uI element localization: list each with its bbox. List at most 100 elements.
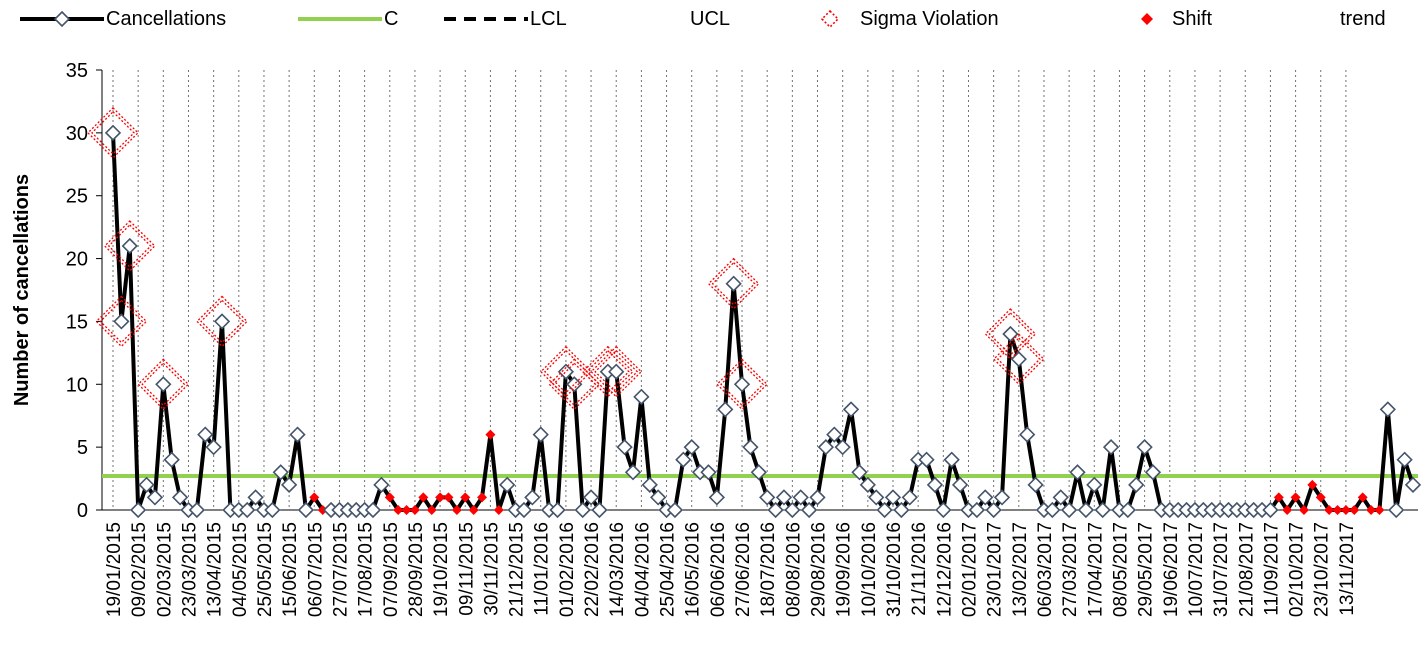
data-point: [1086, 476, 1103, 493]
x-tick-label: 27/03/2017: [1060, 522, 1081, 617]
shift-marker: [418, 492, 429, 503]
data-point: [1388, 501, 1405, 519]
x-tick-label: 09/11/2015: [456, 522, 477, 616]
x-tick-label: 08/08/2016: [783, 522, 804, 617]
y-tick-label: 15: [66, 311, 88, 333]
legend-item-sigma-violation: Sigma Violation: [800, 6, 999, 32]
data-point: [700, 464, 717, 481]
legend-item-c: C: [296, 6, 398, 32]
x-tick-label: 18/07/2016: [758, 522, 779, 617]
data-point: [901, 489, 918, 506]
x-tick-label: 09/02/2015: [129, 522, 150, 617]
data-point: [876, 501, 893, 519]
data-point: [1052, 489, 1069, 506]
data-point: [549, 501, 566, 519]
shift-marker: [317, 505, 328, 515]
data-point: [574, 501, 591, 519]
shift-marker: [1290, 492, 1301, 503]
data-point: [515, 501, 533, 519]
sigma-violation-marker: [984, 308, 1037, 360]
y-axis-label: Number of cancellations: [11, 174, 33, 406]
x-tick-label: 23/01/2017: [985, 522, 1006, 617]
shift-marker: [493, 505, 504, 515]
x-tick-label: 10/07/2017: [1186, 522, 1207, 617]
data-point: [1379, 401, 1396, 418]
shift-marker: [485, 429, 496, 440]
y-tick-label: 10: [66, 374, 88, 396]
data-point: [364, 501, 382, 519]
data-point: [532, 426, 549, 443]
x-tick-label: 13/04/2015: [205, 522, 226, 617]
data-point: [188, 501, 206, 519]
data-point: [289, 426, 306, 443]
x-tick-label: 21/11/2016: [909, 522, 930, 616]
shift-marker: [451, 505, 462, 515]
sigma-violation-marker: [103, 220, 156, 272]
data-point: [1144, 464, 1162, 481]
data-point: [247, 489, 264, 506]
shift-marker: [1324, 505, 1335, 515]
x-tick-label: 29/05/2017: [1136, 522, 1157, 617]
x-tick-label: 02/10/2017: [1287, 522, 1308, 617]
sigma-violation-marker: [707, 257, 760, 310]
x-tick-label: 06/03/2017: [1035, 522, 1056, 617]
x-tick-label: 16/05/2016: [683, 522, 704, 617]
shift-marker: [409, 505, 420, 515]
data-point: [499, 476, 516, 493]
data-point: [373, 476, 390, 493]
x-tick-label: 23/03/2015: [179, 522, 200, 617]
data-point: [792, 489, 809, 506]
x-tick-label: 22/02/2016: [582, 522, 603, 617]
data-point: [717, 401, 734, 418]
x-tick-label: 17/08/2015: [356, 522, 377, 617]
data-point: [297, 501, 315, 519]
data-point: [616, 439, 633, 456]
data-point: [951, 476, 969, 493]
sigma-violation-marker: [581, 345, 634, 398]
legend-label: Shift: [1172, 7, 1213, 30]
data-point: [1010, 351, 1027, 368]
legend-item-trend: trend: [1340, 6, 1386, 32]
x-tick-label: 14/03/2016: [607, 522, 628, 617]
data-point: [800, 501, 818, 519]
data-point: [155, 376, 172, 393]
y-tick-label: 5: [77, 437, 88, 459]
legend-item-cancellations: Cancellations: [18, 6, 226, 32]
legend-label: Sigma Violation: [860, 7, 999, 30]
data-point: [1044, 501, 1061, 519]
data-point: [138, 476, 155, 493]
x-tick-label: 07/09/2015: [381, 522, 402, 617]
x-tick-label: 31/10/2016: [884, 522, 905, 617]
sigma-violation-marker: [137, 358, 190, 411]
data-point: [1077, 501, 1095, 519]
x-tick-label: 11/01/2016: [532, 522, 553, 616]
x-tick-label: 04/04/2016: [632, 522, 653, 617]
data-point: [767, 501, 784, 519]
x-tick-label: 04/05/2015: [230, 522, 251, 617]
legend-label: C: [384, 7, 399, 30]
x-tick-label: 08/05/2017: [1110, 522, 1131, 617]
data-point: [633, 388, 650, 405]
data-point: [213, 313, 231, 330]
data-point: [1102, 439, 1120, 456]
x-tick-label: 25/05/2015: [255, 522, 276, 617]
data-point: [868, 489, 885, 506]
x-tick-label: 25/04/2016: [658, 522, 679, 617]
data-point: [775, 489, 793, 506]
legend-label: UCL: [690, 7, 731, 30]
data-point: [1060, 501, 1078, 519]
sigma-violation-marker: [992, 333, 1045, 386]
data-point: [163, 451, 180, 468]
data-point: [666, 501, 684, 519]
shift-marker: [1315, 492, 1326, 503]
data-point: [683, 439, 700, 456]
data-point: [1396, 451, 1413, 468]
data-point: [977, 489, 994, 506]
legend-item-ucl: UCL: [690, 6, 730, 32]
shift-marker: [1282, 505, 1293, 515]
shift-marker: [1307, 479, 1318, 490]
data-point: [742, 439, 759, 456]
legend-label: LCL: [530, 7, 567, 30]
shift-marker: [384, 492, 395, 503]
data-point: [935, 501, 952, 519]
